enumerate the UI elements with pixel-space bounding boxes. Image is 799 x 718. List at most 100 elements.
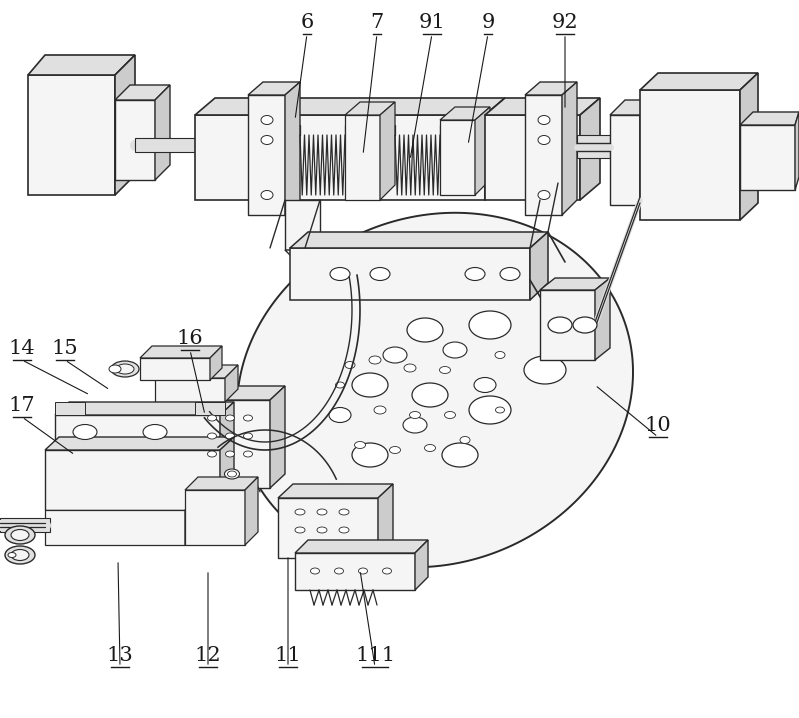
Polygon shape (220, 402, 234, 450)
Text: 16: 16 (177, 329, 203, 348)
Ellipse shape (208, 433, 217, 439)
Ellipse shape (225, 433, 234, 439)
Polygon shape (195, 386, 285, 400)
Ellipse shape (538, 190, 550, 200)
Ellipse shape (295, 527, 305, 533)
Polygon shape (155, 85, 170, 180)
Polygon shape (285, 250, 335, 265)
Polygon shape (45, 510, 185, 545)
Ellipse shape (244, 451, 252, 457)
Polygon shape (225, 365, 238, 402)
Polygon shape (485, 98, 600, 115)
Polygon shape (525, 82, 577, 95)
Ellipse shape (225, 469, 240, 479)
Polygon shape (115, 55, 135, 195)
Ellipse shape (460, 437, 470, 444)
Polygon shape (55, 402, 85, 415)
Polygon shape (285, 82, 300, 215)
Ellipse shape (573, 317, 597, 333)
Polygon shape (55, 402, 234, 415)
Polygon shape (237, 213, 633, 567)
Ellipse shape (352, 443, 388, 467)
Ellipse shape (5, 546, 35, 564)
Ellipse shape (383, 568, 392, 574)
Ellipse shape (495, 352, 505, 358)
Polygon shape (195, 98, 505, 115)
Ellipse shape (116, 364, 134, 374)
Ellipse shape (11, 529, 29, 541)
Polygon shape (580, 98, 600, 200)
Polygon shape (610, 100, 655, 115)
Ellipse shape (73, 424, 97, 439)
Ellipse shape (339, 509, 349, 515)
Polygon shape (28, 55, 135, 75)
Ellipse shape (11, 549, 29, 561)
Polygon shape (530, 232, 548, 300)
Ellipse shape (329, 408, 351, 422)
Polygon shape (345, 115, 380, 200)
Text: 11: 11 (275, 646, 301, 665)
Polygon shape (540, 290, 595, 360)
Ellipse shape (469, 396, 511, 424)
Polygon shape (440, 120, 475, 195)
Ellipse shape (444, 411, 455, 419)
Ellipse shape (228, 471, 237, 477)
Polygon shape (610, 115, 640, 205)
Ellipse shape (383, 347, 407, 363)
Polygon shape (540, 278, 610, 290)
Polygon shape (290, 232, 548, 248)
Polygon shape (440, 107, 490, 120)
Ellipse shape (143, 424, 167, 439)
Polygon shape (195, 400, 270, 488)
Ellipse shape (317, 509, 327, 515)
Polygon shape (295, 540, 428, 553)
Ellipse shape (261, 116, 273, 124)
Ellipse shape (474, 378, 496, 393)
Polygon shape (248, 82, 300, 95)
Polygon shape (640, 73, 758, 90)
Ellipse shape (208, 451, 217, 457)
Text: 14: 14 (9, 339, 35, 358)
Polygon shape (115, 85, 170, 100)
Ellipse shape (261, 136, 273, 144)
Polygon shape (285, 200, 320, 250)
Polygon shape (475, 107, 490, 195)
Polygon shape (140, 346, 222, 358)
Polygon shape (278, 498, 378, 558)
Ellipse shape (8, 552, 16, 557)
Ellipse shape (244, 433, 252, 439)
Polygon shape (28, 75, 115, 195)
Ellipse shape (439, 366, 451, 373)
Polygon shape (740, 73, 758, 220)
Ellipse shape (469, 311, 511, 339)
Polygon shape (195, 115, 485, 200)
Ellipse shape (295, 509, 305, 515)
Ellipse shape (225, 415, 234, 421)
Polygon shape (485, 98, 505, 200)
Ellipse shape (548, 317, 572, 333)
Ellipse shape (109, 365, 121, 373)
Ellipse shape (5, 526, 35, 544)
Ellipse shape (352, 373, 388, 397)
Polygon shape (185, 477, 258, 490)
Ellipse shape (538, 116, 550, 124)
Text: 15: 15 (52, 339, 78, 358)
Polygon shape (595, 278, 610, 360)
Text: 12: 12 (195, 646, 221, 665)
Polygon shape (115, 100, 155, 180)
Polygon shape (295, 553, 415, 590)
Polygon shape (485, 115, 580, 200)
Text: 6: 6 (300, 13, 314, 32)
Ellipse shape (495, 407, 504, 413)
Ellipse shape (403, 417, 427, 433)
Ellipse shape (330, 268, 350, 281)
Polygon shape (290, 248, 530, 300)
Ellipse shape (443, 342, 467, 358)
Text: 13: 13 (106, 646, 133, 665)
Ellipse shape (374, 406, 386, 414)
Ellipse shape (339, 527, 349, 533)
Polygon shape (185, 497, 198, 545)
Polygon shape (140, 358, 210, 380)
Text: 17: 17 (9, 396, 35, 415)
Ellipse shape (369, 356, 381, 364)
